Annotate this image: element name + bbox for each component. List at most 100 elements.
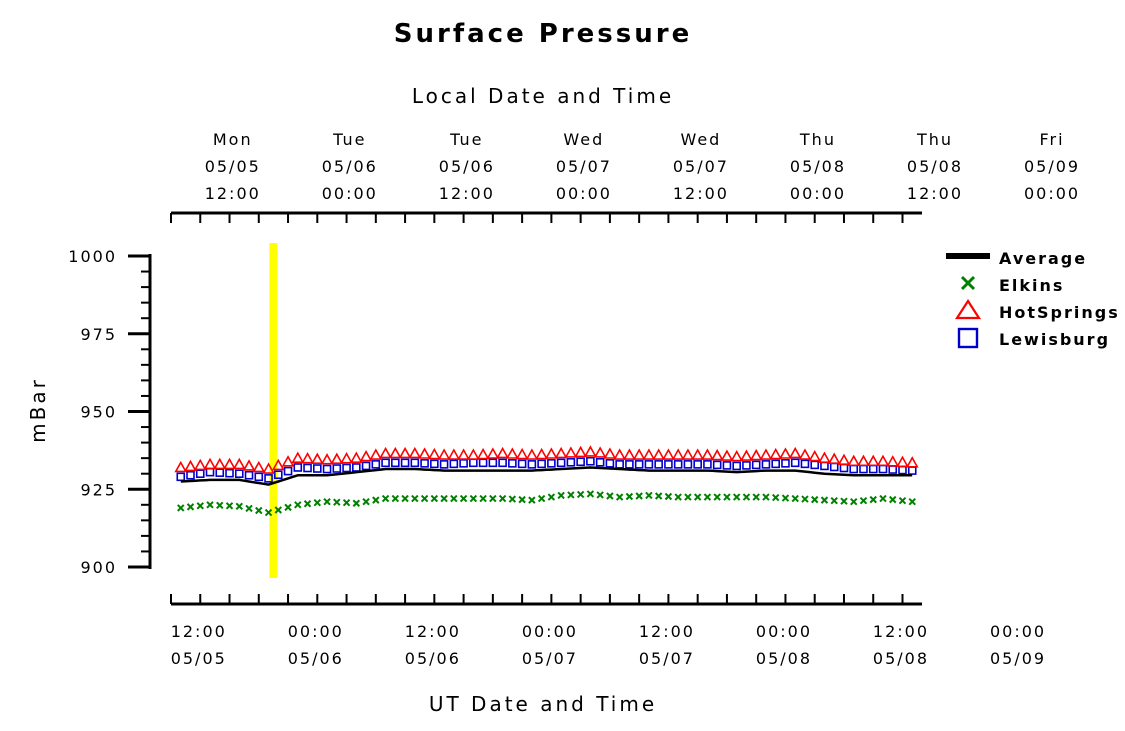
elkins-point bbox=[489, 494, 497, 503]
bottom-tick-date: 05/05 bbox=[171, 649, 227, 668]
hotsprings-point bbox=[184, 459, 197, 472]
legend: Average Elkins HotSprings Lewisburg bbox=[946, 249, 1118, 349]
lewisburg-point bbox=[332, 464, 342, 473]
lewisburg-point bbox=[722, 461, 732, 470]
top-tick-time: 00:00 bbox=[322, 184, 378, 203]
top-tick-time: 00:00 bbox=[556, 184, 612, 203]
top-tick-day: Thu bbox=[916, 130, 953, 149]
hotsprings-point bbox=[193, 458, 207, 471]
elkins-point bbox=[411, 494, 419, 503]
elkins-point bbox=[420, 494, 429, 503]
elkins-point bbox=[381, 494, 390, 503]
bottom-tick-date: 05/07 bbox=[522, 649, 578, 668]
legend-label-average: Average bbox=[999, 249, 1087, 268]
lewisburg-point bbox=[371, 460, 381, 469]
hotsprings-point bbox=[759, 448, 773, 460]
lewisburg-point bbox=[907, 466, 917, 475]
series-hotsprings bbox=[174, 445, 919, 474]
hotsprings-point bbox=[798, 448, 812, 460]
lewisburg-point bbox=[264, 474, 273, 483]
hotsprings-point bbox=[310, 452, 324, 464]
lewisburg-point bbox=[186, 470, 195, 480]
hotsprings-point bbox=[262, 462, 275, 474]
elkins-point bbox=[869, 495, 877, 504]
hotsprings-point bbox=[603, 447, 617, 459]
elkins-point bbox=[547, 493, 556, 501]
lewisburg-point bbox=[800, 459, 810, 469]
elkins-point bbox=[401, 494, 409, 503]
elkins-point bbox=[771, 493, 780, 502]
hotsprings-point bbox=[545, 447, 558, 459]
top-tick-date: 05/09 bbox=[1024, 157, 1080, 176]
lewisburg-point bbox=[673, 460, 683, 469]
lewisburg-point bbox=[888, 465, 898, 474]
elkins-point bbox=[850, 497, 858, 506]
legend-label-lewisburg: Lewisburg bbox=[999, 330, 1110, 349]
hotsprings-point bbox=[506, 447, 519, 459]
hotsprings-point bbox=[281, 455, 295, 467]
elkins-point bbox=[635, 492, 643, 500]
lewisburg-point bbox=[449, 459, 459, 469]
lewisburg-point bbox=[829, 462, 839, 472]
lewisburg-point bbox=[712, 460, 722, 470]
bottom-tick-time: 12:00 bbox=[639, 622, 695, 641]
hotsprings-point bbox=[437, 448, 451, 460]
hotsprings-point bbox=[223, 457, 236, 470]
elkins-point bbox=[196, 502, 204, 510]
bottom-tick-time: 00:00 bbox=[522, 622, 578, 641]
hotsprings-point bbox=[740, 449, 753, 461]
top-tick-date: 05/05 bbox=[205, 157, 261, 176]
lewisburg-point bbox=[576, 457, 585, 467]
elkins-point bbox=[323, 497, 331, 506]
top-tick-day: Fri bbox=[1039, 130, 1064, 149]
hotsprings-point bbox=[359, 449, 373, 462]
elkins-point bbox=[186, 503, 195, 511]
bottom-tick-time: 12:00 bbox=[171, 622, 227, 641]
hotsprings-point bbox=[203, 457, 217, 470]
bottom-tick-date: 05/07 bbox=[639, 649, 695, 668]
hotsprings-point bbox=[652, 448, 666, 460]
lewisburg-point bbox=[732, 461, 741, 471]
hotsprings-point bbox=[291, 451, 305, 463]
hotsprings-point bbox=[232, 457, 246, 470]
lewisburg-point bbox=[771, 459, 781, 469]
elkins-point bbox=[615, 493, 624, 501]
top-tick-date: 05/06 bbox=[322, 157, 378, 176]
hotsprings-point bbox=[379, 446, 392, 459]
lewisburg-point bbox=[527, 460, 537, 469]
lewisburg-point bbox=[361, 461, 371, 471]
hotsprings-point bbox=[174, 460, 188, 473]
x-axis-title: UT Date and Time bbox=[429, 692, 657, 716]
top-tick-date: 05/07 bbox=[556, 157, 612, 176]
hotsprings-point bbox=[710, 448, 724, 461]
lewisburg-point bbox=[868, 464, 878, 474]
elkins-point bbox=[762, 493, 770, 501]
hotsprings-point bbox=[730, 449, 744, 462]
hotsprings-point bbox=[564, 446, 578, 458]
elkins-point bbox=[391, 494, 400, 503]
elkins-point bbox=[889, 495, 897, 504]
elkins-point bbox=[537, 494, 546, 503]
elkins-point bbox=[664, 492, 673, 501]
lewisburg-point bbox=[420, 459, 429, 468]
legend-swatch-elkins bbox=[960, 275, 976, 291]
hotsprings-point bbox=[554, 446, 568, 459]
y-tick-label: 1000 bbox=[68, 247, 117, 266]
top-tick-date: 05/07 bbox=[673, 157, 729, 176]
elkins-point bbox=[586, 490, 595, 498]
lewisburg-point bbox=[234, 469, 244, 479]
hotsprings-point bbox=[769, 447, 783, 460]
hotsprings-point bbox=[398, 446, 412, 459]
top-tick-date: 05/08 bbox=[790, 157, 846, 176]
hotsprings-point bbox=[857, 454, 870, 467]
lewisburg-point bbox=[215, 468, 225, 477]
lewisburg-point bbox=[761, 460, 771, 469]
lewisburg-point bbox=[859, 464, 868, 474]
elkins-point bbox=[908, 497, 916, 506]
elkins-point bbox=[713, 493, 721, 501]
elkins-point bbox=[450, 494, 458, 503]
lewisburg-point bbox=[322, 464, 332, 474]
bottom-tick-time: 00:00 bbox=[756, 622, 812, 641]
lewisburg-point bbox=[556, 458, 566, 468]
